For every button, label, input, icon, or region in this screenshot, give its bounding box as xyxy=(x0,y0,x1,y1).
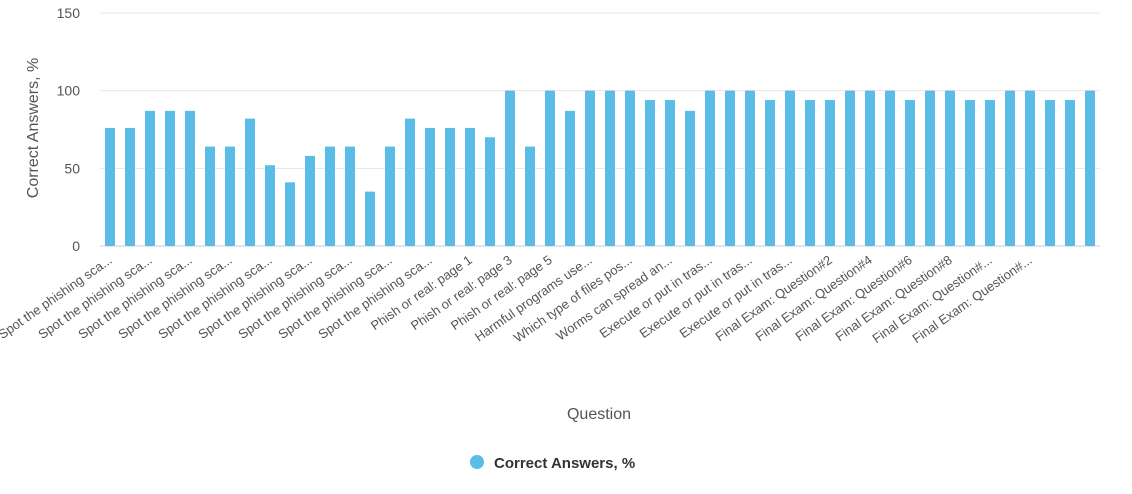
bar[interactable]: 100 xyxy=(725,90,735,247)
bar[interactable]: 100 xyxy=(1085,90,1095,247)
bar[interactable]: 76 xyxy=(465,127,475,246)
bar[interactable]: 94 xyxy=(765,99,775,246)
bar[interactable]: 100 xyxy=(1025,90,1035,247)
bar[interactable]: 87 xyxy=(185,110,195,246)
bar[interactable]: 100 xyxy=(1005,90,1015,247)
bar[interactable]: 76 xyxy=(125,127,135,246)
bar[interactable]: 64 xyxy=(205,146,215,246)
bar[interactable]: 87 xyxy=(145,110,155,246)
bar[interactable]: 94 xyxy=(645,99,655,246)
bar[interactable]: 64 xyxy=(225,146,235,246)
bar[interactable]: 100 xyxy=(505,90,515,247)
bar[interactable]: 100 xyxy=(625,90,635,247)
bar[interactable]: 64 xyxy=(345,146,355,246)
bar[interactable]: 100 xyxy=(865,90,875,247)
bar[interactable]: 94 xyxy=(1045,99,1055,246)
bar[interactable]: 64 xyxy=(325,146,335,246)
y-tick-labels: 0 50 100 150 xyxy=(57,5,81,254)
bar[interactable]: 35 xyxy=(365,191,375,246)
bar[interactable]: 76 xyxy=(445,127,455,246)
bar[interactable]: 100 xyxy=(605,90,615,247)
bar[interactable]: 100 xyxy=(705,90,715,247)
bar[interactable]: 58 xyxy=(305,155,315,246)
y-tick-label: 100 xyxy=(57,83,81,99)
bar[interactable]: 100 xyxy=(545,90,555,247)
y-tick-label: 150 xyxy=(57,5,81,21)
bar[interactable]: 70 xyxy=(485,137,495,246)
bar[interactable]: 100 xyxy=(885,90,895,247)
bar[interactable]: 87 xyxy=(165,110,175,246)
bar[interactable]: 100 xyxy=(845,90,855,247)
bar[interactable]: 41 xyxy=(285,182,295,246)
x-tick-labels: Spot the phishing sca...Spot the phishin… xyxy=(0,252,1035,346)
bar[interactable]: 100 xyxy=(785,90,795,247)
y-tick-label: 50 xyxy=(64,160,80,176)
x-axis-title: Question xyxy=(567,406,631,423)
bar[interactable]: 64 xyxy=(525,146,535,246)
y-axis-title: Correct Answers, % xyxy=(25,58,42,198)
bar[interactable]: 87 xyxy=(685,110,695,246)
bar[interactable]: 94 xyxy=(965,99,975,246)
bars: 7676878787646482524158646435648276767670… xyxy=(105,90,1095,247)
legend[interactable]: Correct Answers, % xyxy=(470,455,635,472)
bar[interactable]: 64 xyxy=(385,146,395,246)
bar[interactable]: 82 xyxy=(405,118,415,246)
legend-label: Correct Answers, % xyxy=(494,455,635,472)
bar[interactable]: 100 xyxy=(745,90,755,247)
bar[interactable]: 87 xyxy=(565,110,575,246)
legend-marker xyxy=(470,455,484,469)
bar[interactable]: 94 xyxy=(905,99,915,246)
bar[interactable]: 94 xyxy=(665,99,675,246)
bar[interactable]: 94 xyxy=(1065,99,1075,246)
bar[interactable]: 100 xyxy=(945,90,955,247)
bar[interactable]: 76 xyxy=(425,127,435,246)
bar[interactable]: 94 xyxy=(825,99,835,246)
bar[interactable]: 52 xyxy=(265,165,275,246)
bar[interactable]: 94 xyxy=(805,99,815,246)
y-tick-label: 0 xyxy=(72,238,80,254)
bar[interactable]: 100 xyxy=(925,90,935,247)
bar[interactable]: 94 xyxy=(985,99,995,246)
bar[interactable]: 76 xyxy=(105,127,115,246)
bar[interactable]: 82 xyxy=(245,118,255,246)
bar[interactable]: 100 xyxy=(585,90,595,247)
